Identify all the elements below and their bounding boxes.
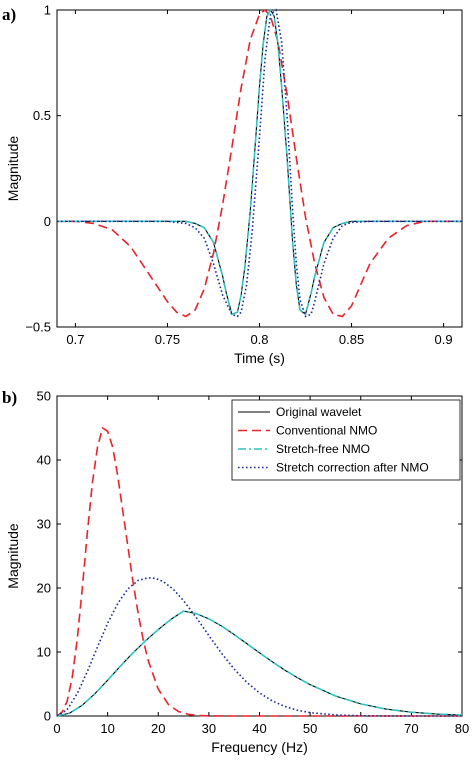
panel-label-b: b) xyxy=(2,388,17,407)
x-tick-label: 0.7 xyxy=(66,332,84,347)
x-tick-label: 0 xyxy=(53,721,60,736)
series-line-0 xyxy=(56,610,463,717)
legend-box xyxy=(231,399,461,481)
series-lines xyxy=(56,426,463,717)
x-tick-label: 20 xyxy=(151,721,165,736)
y-axis-label: Magnitude xyxy=(5,523,21,589)
series-line-0 xyxy=(57,8,462,316)
series-line-3 xyxy=(56,576,462,717)
series-line-3 xyxy=(57,8,462,318)
legend: Original wavelet Conventional NMO Stretch-… xyxy=(231,399,461,481)
y-tick-label: 50 xyxy=(37,389,51,404)
y-tick-label: 10 xyxy=(37,645,51,660)
legend-label: Conventional NMO xyxy=(276,424,377,438)
series-line-1 xyxy=(56,426,462,717)
y-tick-label: 1 xyxy=(44,3,51,18)
series-line-2 xyxy=(57,8,462,316)
x-axis-label: Frequency (Hz) xyxy=(211,739,307,755)
x-axis-label: Time (s) xyxy=(234,350,285,366)
y-tick-label: 0.5 xyxy=(33,108,51,123)
x-tick-label: 0.8 xyxy=(250,332,268,347)
x-tick-label: 30 xyxy=(202,721,216,736)
series-lines xyxy=(57,8,462,318)
y-tick-label: 20 xyxy=(37,581,51,596)
y-tick-label: 30 xyxy=(37,517,51,532)
plot-frame xyxy=(56,9,463,328)
x-tick-label: 60 xyxy=(354,721,368,736)
panel-a-time-domain: a) 0.7 0.75 0.8 0.85 0.9 −0.5 0 0.5 1 Time (s) M… xyxy=(2,3,463,366)
x-tick-label: 0.75 xyxy=(155,332,180,347)
y-tick-label: 0 xyxy=(44,214,51,229)
x-tick-label: 0.9 xyxy=(435,332,453,347)
y-tick-label: −0.5 xyxy=(25,320,51,335)
axis-ticks: 0 10 20 30 40 50 60 70 80 0 10 20 30 40 50 xyxy=(37,389,470,737)
y-tick-label: 0 xyxy=(44,709,51,724)
x-tick-label: 50 xyxy=(303,721,317,736)
x-tick-label: 10 xyxy=(100,721,114,736)
series-line-2 xyxy=(56,610,463,717)
x-tick-label: 40 xyxy=(252,721,266,736)
legend-label: Stretch-free NMO xyxy=(276,442,370,456)
x-tick-label: 70 xyxy=(404,721,418,736)
x-tick-label: 80 xyxy=(455,721,469,736)
x-tick-label: 0.85 xyxy=(339,332,364,347)
panel-b-frequency-domain: b) 0 10 20 30 40 50 60 70 80 0 10 20 30 40 50 Frequenc… xyxy=(2,388,469,755)
y-axis-label: Magnitude xyxy=(5,136,21,202)
legend-label: Original wavelet xyxy=(276,405,362,419)
series-line-1 xyxy=(57,8,462,318)
legend-label: Stretch correction after NMO xyxy=(276,461,429,475)
y-tick-label: 40 xyxy=(37,453,51,468)
panel-label-a: a) xyxy=(2,5,16,24)
axis-ticks: 0.7 0.75 0.8 0.85 0.9 −0.5 0 0.5 1 xyxy=(25,3,462,347)
